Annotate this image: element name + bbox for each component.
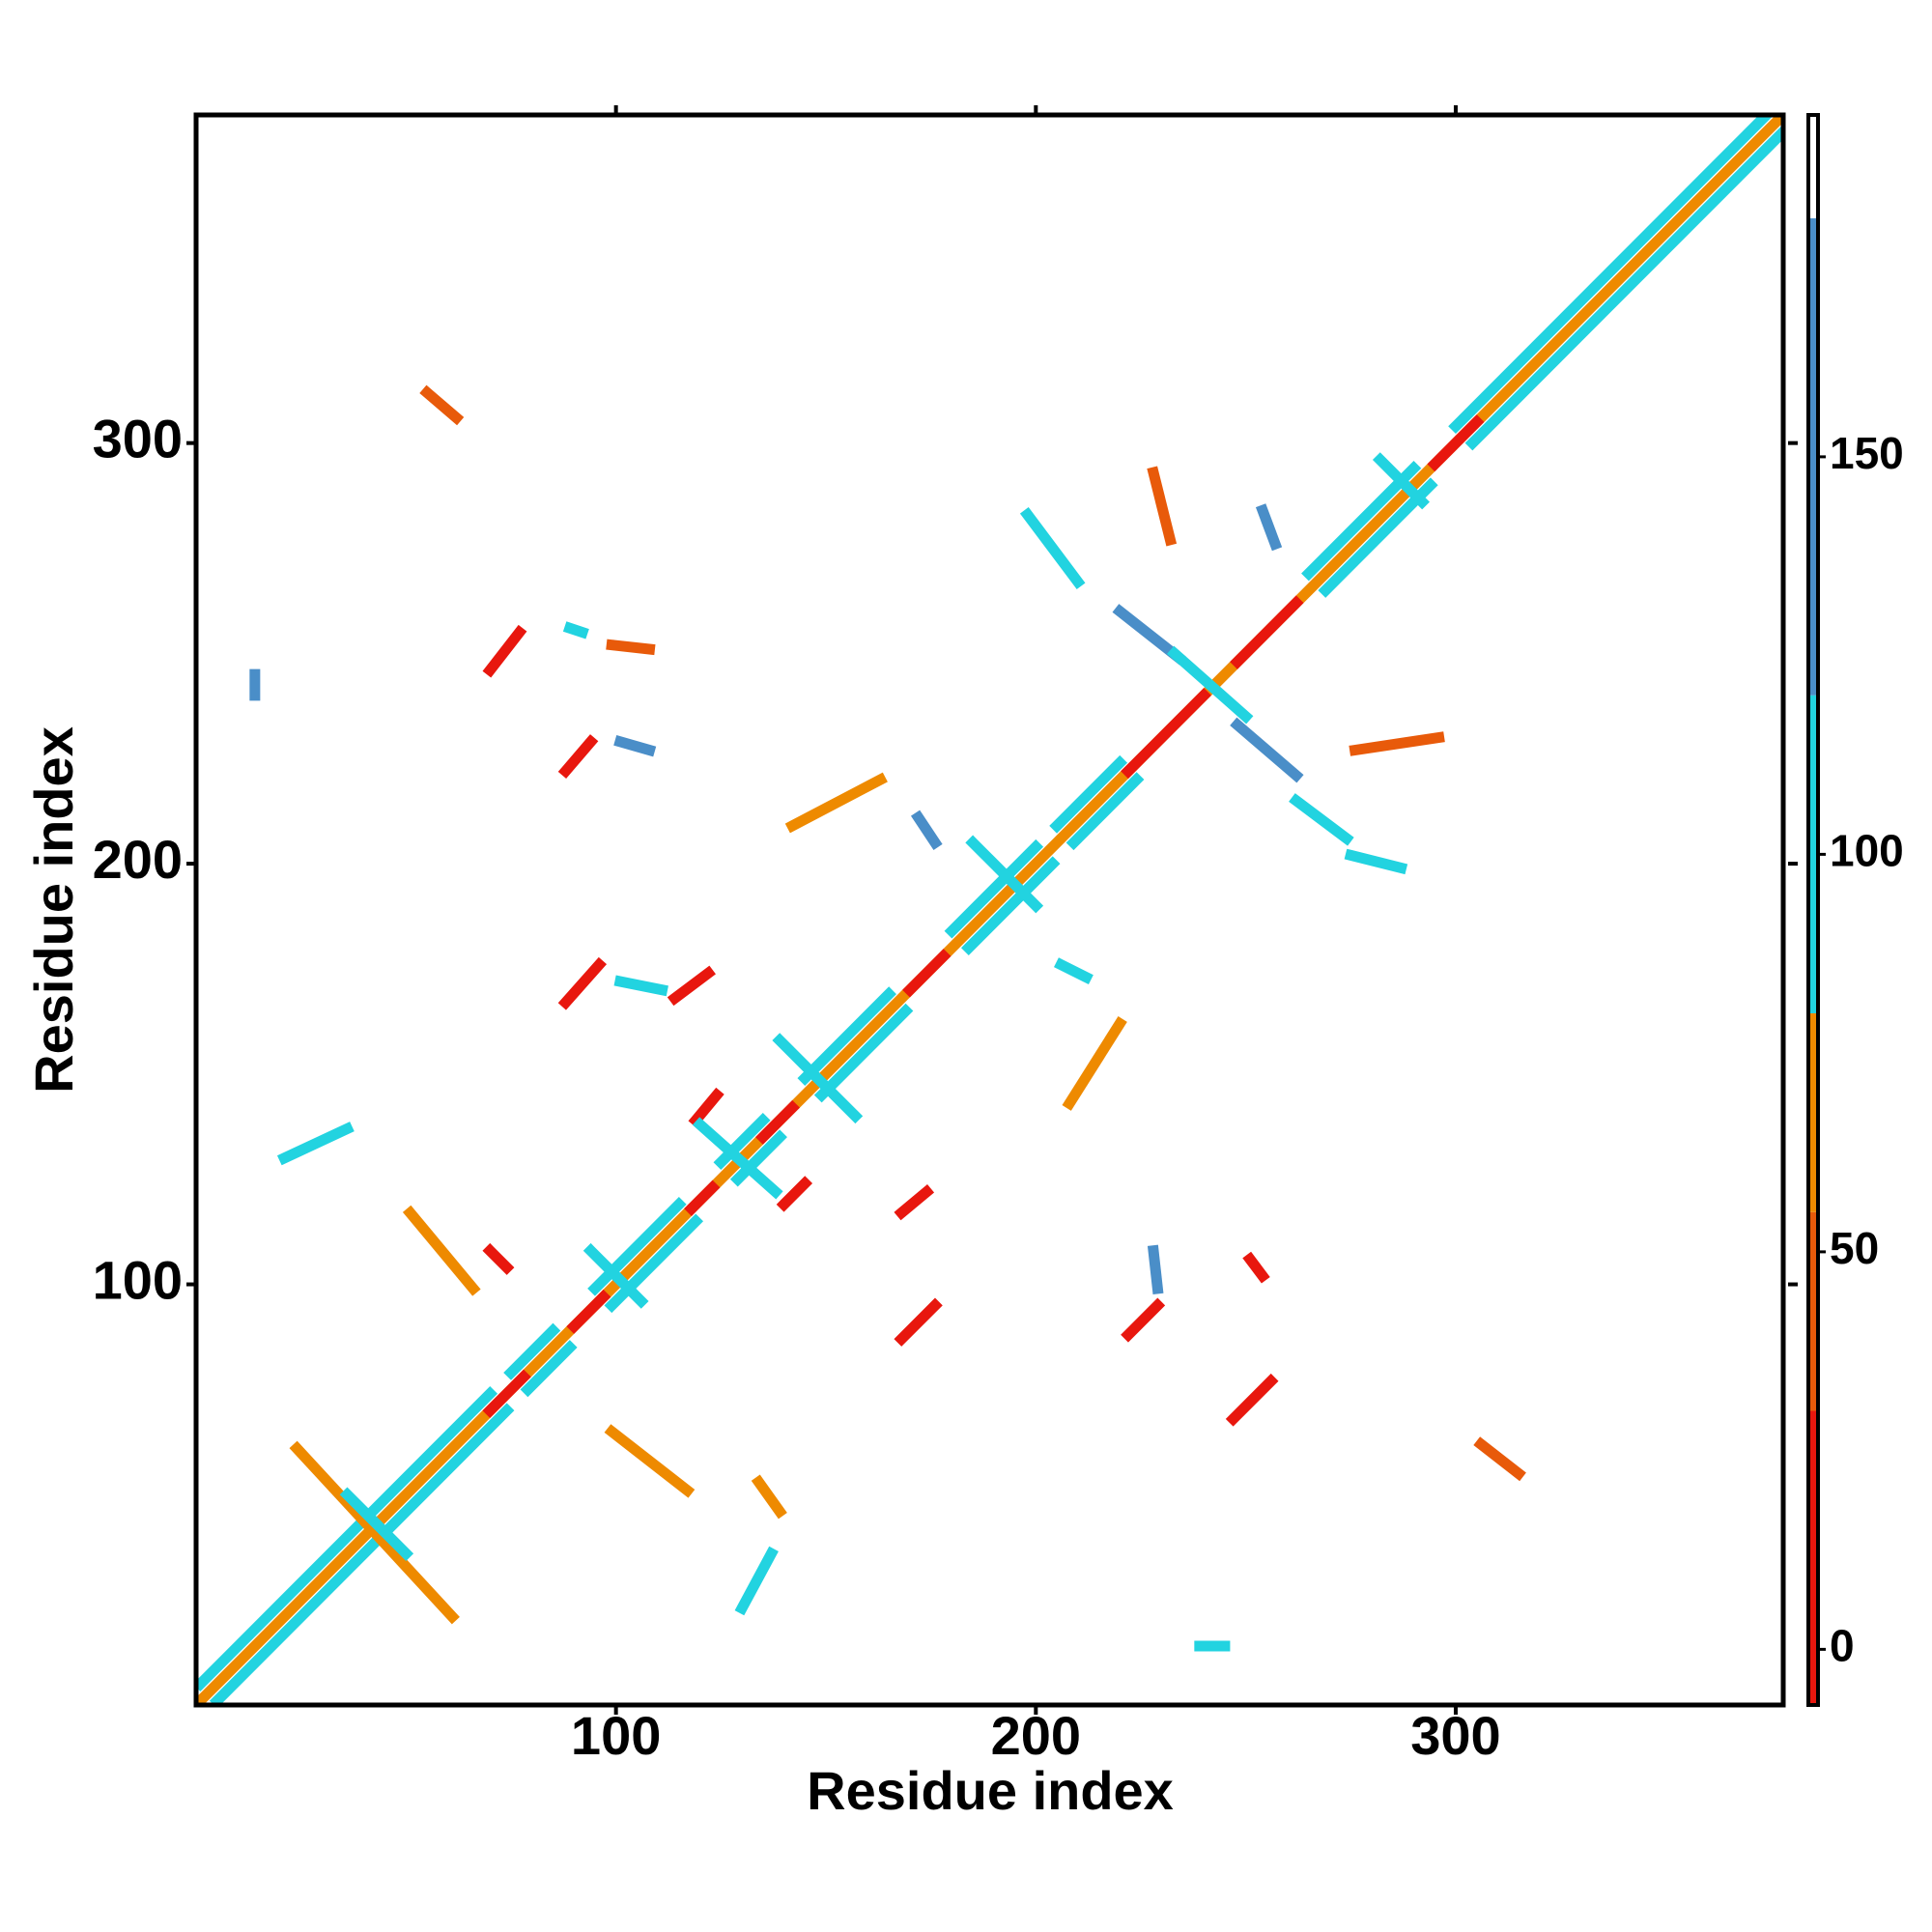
contact bbox=[1147, 1244, 1164, 1294]
contact bbox=[910, 810, 943, 850]
y-tick-label: 200 bbox=[93, 829, 183, 890]
contact bbox=[582, 1242, 649, 1309]
contact bbox=[482, 1242, 515, 1275]
contact bbox=[692, 1117, 783, 1200]
contact bbox=[734, 1546, 779, 1616]
contact bbox=[965, 835, 1044, 914]
contact bbox=[276, 1122, 355, 1166]
contact bbox=[606, 639, 656, 656]
contact bbox=[1230, 595, 1304, 669]
contact bbox=[684, 1179, 721, 1216]
contact bbox=[1289, 793, 1354, 846]
y-axis-title: Residue index bbox=[23, 726, 84, 1094]
contact bbox=[960, 856, 1061, 955]
contact-cells bbox=[196, 115, 1783, 1705]
x-tick-label: 300 bbox=[1410, 1705, 1500, 1766]
contact bbox=[1166, 645, 1254, 724]
contact bbox=[482, 624, 527, 678]
contact bbox=[1019, 506, 1086, 590]
contact bbox=[751, 1474, 787, 1520]
contact bbox=[1230, 717, 1304, 783]
contact bbox=[1473, 1436, 1526, 1482]
contact bbox=[1464, 124, 1783, 451]
contact bbox=[1372, 452, 1430, 510]
plot-frame bbox=[193, 112, 1786, 1708]
contact bbox=[729, 1129, 787, 1187]
contact bbox=[894, 1297, 943, 1347]
contact bbox=[520, 1340, 578, 1398]
contact bbox=[776, 1176, 813, 1212]
contact bbox=[1427, 414, 1485, 472]
contact bbox=[813, 1003, 914, 1103]
contact bbox=[1349, 731, 1445, 756]
contact bbox=[339, 1487, 414, 1562]
colorbar-band bbox=[1808, 695, 1818, 1013]
contact bbox=[566, 1289, 611, 1334]
contact bbox=[688, 1087, 724, 1128]
contact bbox=[1242, 1251, 1270, 1284]
contact bbox=[797, 986, 896, 1086]
contact bbox=[944, 838, 1044, 939]
x-tick-label: 200 bbox=[991, 1705, 1081, 1766]
contact bbox=[613, 735, 657, 757]
contact bbox=[1054, 957, 1094, 985]
colorbar-tick-label: 100 bbox=[1830, 826, 1904, 876]
contact bbox=[1318, 477, 1438, 598]
contact bbox=[1147, 466, 1178, 547]
colorbar-band bbox=[1808, 115, 1818, 218]
contact bbox=[557, 956, 608, 1010]
contact bbox=[902, 949, 952, 998]
colorbar-band bbox=[1808, 217, 1818, 696]
contact bbox=[419, 384, 465, 426]
contact bbox=[1121, 1297, 1166, 1343]
contact bbox=[289, 1440, 460, 1625]
contact bbox=[755, 1099, 800, 1145]
contact bbox=[1301, 460, 1422, 582]
contact bbox=[894, 1184, 935, 1221]
x-tick-label: 100 bbox=[571, 1705, 661, 1766]
contact bbox=[503, 1322, 561, 1380]
y-tick-label: 300 bbox=[93, 408, 183, 469]
colorbar-band bbox=[1808, 1410, 1818, 1705]
contact bbox=[667, 965, 716, 1007]
contact bbox=[772, 1033, 864, 1124]
contact bbox=[482, 1369, 531, 1418]
contact bbox=[196, 1385, 498, 1692]
contact bbox=[613, 975, 668, 997]
colorbar-band bbox=[1808, 1211, 1818, 1411]
contact bbox=[1121, 688, 1211, 780]
contact bbox=[1344, 848, 1408, 875]
contact bbox=[196, 115, 1783, 1705]
contact bbox=[1255, 503, 1283, 552]
colorbar-band bbox=[1808, 1012, 1818, 1212]
contact bbox=[1065, 772, 1145, 851]
colorbar-tick-label: 150 bbox=[1830, 428, 1904, 478]
contact bbox=[604, 1424, 696, 1498]
y-tick-label: 100 bbox=[93, 1249, 183, 1310]
contact bbox=[1225, 1373, 1279, 1427]
contact bbox=[1062, 1015, 1127, 1111]
contact bbox=[1112, 604, 1186, 666]
contact bbox=[784, 772, 888, 834]
contact bbox=[209, 1403, 515, 1705]
colorbar-tick-label: 50 bbox=[1830, 1223, 1879, 1273]
contact bbox=[402, 1205, 481, 1296]
contact bbox=[1448, 115, 1775, 435]
colorbar-tick-label: 0 bbox=[1830, 1621, 1855, 1671]
x-axis-title: Residue index bbox=[807, 1760, 1174, 1821]
contact bbox=[557, 734, 599, 780]
colorbar-frame bbox=[1806, 113, 1820, 1707]
contact bbox=[562, 621, 589, 639]
contact bbox=[1049, 754, 1128, 834]
